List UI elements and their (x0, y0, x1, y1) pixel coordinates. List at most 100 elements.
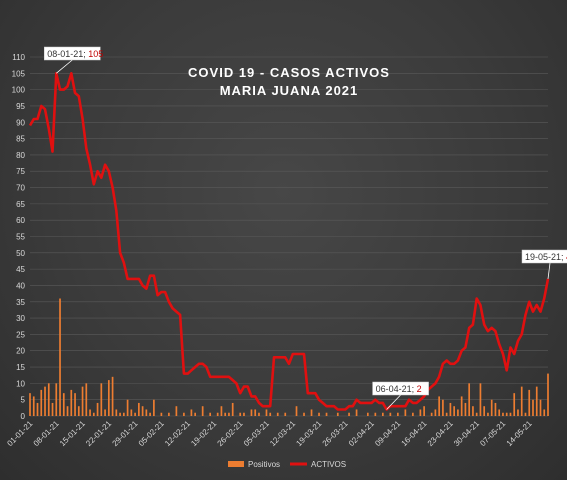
y-axis-ticks: 0 5 10 15 20 25 30 35 40 45 50 55 60 65 70 75 80 85 90 95 10… (12, 53, 26, 421)
positivos-bar (239, 412, 242, 416)
callout-leader (56, 59, 73, 74)
positivos-bar (201, 406, 204, 416)
positivos-bar (231, 402, 234, 416)
x-tick-label: 15-01-21 (58, 419, 87, 448)
y-tick-label: 110 (12, 53, 25, 62)
positivos-bar (59, 298, 61, 416)
positivos-bar (479, 383, 482, 416)
x-tick-label: 26-03-21 (321, 419, 350, 448)
positivos-bar (453, 406, 456, 416)
x-tick-label: 12-02-21 (163, 419, 192, 448)
positivos-bar (381, 412, 384, 416)
positivos-bar (85, 383, 88, 416)
data-callouts: 08-01-21; 105 06-04-21; 2 19-05-21; 42 (44, 46, 567, 410)
positivos-bar (412, 412, 414, 416)
callout-label: 08-01-21; 105 (47, 49, 103, 59)
positivos-bar (547, 373, 549, 416)
positivos-bar (457, 409, 459, 416)
positivos-bar (472, 406, 474, 416)
positivos-bar (460, 396, 463, 416)
y-tick-label: 105 (12, 69, 26, 78)
x-tick-label: 02-04-21 (347, 419, 376, 448)
positivos-bar (517, 409, 519, 416)
positivos-bar (532, 399, 534, 416)
y-tick-label: 90 (16, 118, 25, 127)
positivos-bar (175, 406, 178, 416)
positivos-bar (92, 412, 95, 416)
positivos-bar (153, 399, 155, 416)
positivos-bar (141, 406, 144, 416)
positivos-bar (36, 402, 39, 416)
callout-value: 105 (88, 49, 103, 59)
y-tick-label: 65 (16, 200, 25, 209)
positivos-bar (284, 412, 287, 416)
positivos-bar (89, 409, 91, 416)
positivos-bar (47, 383, 50, 416)
positivos-bar (194, 412, 197, 416)
y-tick-label: 100 (12, 86, 26, 95)
positivos-bar (464, 402, 467, 416)
y-tick-label: 80 (16, 151, 25, 160)
positivos-bar (119, 412, 121, 416)
callout-box (372, 381, 429, 396)
data-callout: 06-04-21; 2 (372, 381, 429, 410)
x-tick-label: 19-03-21 (294, 419, 323, 448)
y-tick-label: 40 (16, 281, 25, 290)
callout-label: 19-05-21; 42 (525, 252, 567, 262)
positivos-bar (250, 409, 253, 416)
x-tick-label: 29-01-21 (111, 419, 140, 448)
positivos-bar (487, 412, 489, 416)
y-tick-label: 15 (16, 363, 25, 372)
positivos-bar (348, 412, 350, 416)
callout-box (44, 46, 101, 61)
positivos-bar (269, 412, 272, 416)
x-tick-label: 12-03-21 (268, 419, 297, 448)
positivos-bar (318, 412, 320, 416)
legend: Positivos ACTIVOS (228, 460, 346, 469)
legend-activos-label: ACTIVOS (311, 460, 346, 469)
y-tick-label: 60 (16, 216, 25, 225)
positivos-bar (40, 389, 43, 416)
positivos-bar (404, 409, 407, 416)
positivos-bar (134, 412, 136, 416)
positivos-bar (77, 406, 80, 416)
positivos-bar (107, 380, 110, 416)
positivos-bar (366, 412, 369, 416)
positivos-bar (66, 406, 69, 416)
x-tick-label: 30-04-21 (452, 419, 481, 448)
positivos-bar (51, 402, 54, 416)
positivos-bar (258, 412, 260, 416)
positivos-bar (434, 409, 437, 416)
y-tick-label: 35 (16, 298, 25, 307)
positivos-bar (138, 402, 140, 416)
data-callout: 08-01-21; 105 (44, 46, 103, 74)
positivos-bar (32, 396, 35, 416)
x-axis-ticks: 01-01-2108-01-2115-01-2122-01-2129-01-21… (5, 419, 534, 448)
y-tick-label: 55 (16, 233, 25, 242)
x-tick-label: 23-04-21 (426, 419, 455, 448)
positivos-bar (520, 386, 523, 416)
positivos-bar (445, 412, 448, 416)
positivos-bar (419, 409, 422, 416)
positivos-bar (389, 412, 392, 416)
positivos-bar (126, 399, 129, 416)
positivos-bar (513, 393, 516, 416)
positivos-bar (44, 386, 46, 416)
callout-leader (386, 394, 401, 410)
y-tick-label: 0 (21, 412, 26, 421)
positivos-bar (336, 412, 339, 416)
x-tick-label: 26-02-21 (216, 419, 245, 448)
positivos-bar (243, 412, 245, 416)
positivos-bar (295, 406, 298, 416)
positivos-bar (111, 376, 114, 416)
y-tick-label: 10 (16, 379, 25, 388)
x-tick-label: 22-01-21 (84, 419, 113, 448)
chart-title-line-1: COVID 19 - CASOS ACTIVOS (188, 65, 390, 80)
positivos-bar (310, 409, 313, 416)
positivos-bar (276, 412, 279, 416)
positivos-bar (160, 412, 163, 416)
positivos-bar (254, 409, 257, 416)
positivos-bar (265, 409, 268, 416)
positivos-bar (430, 412, 433, 416)
y-tick-label: 20 (16, 347, 25, 356)
